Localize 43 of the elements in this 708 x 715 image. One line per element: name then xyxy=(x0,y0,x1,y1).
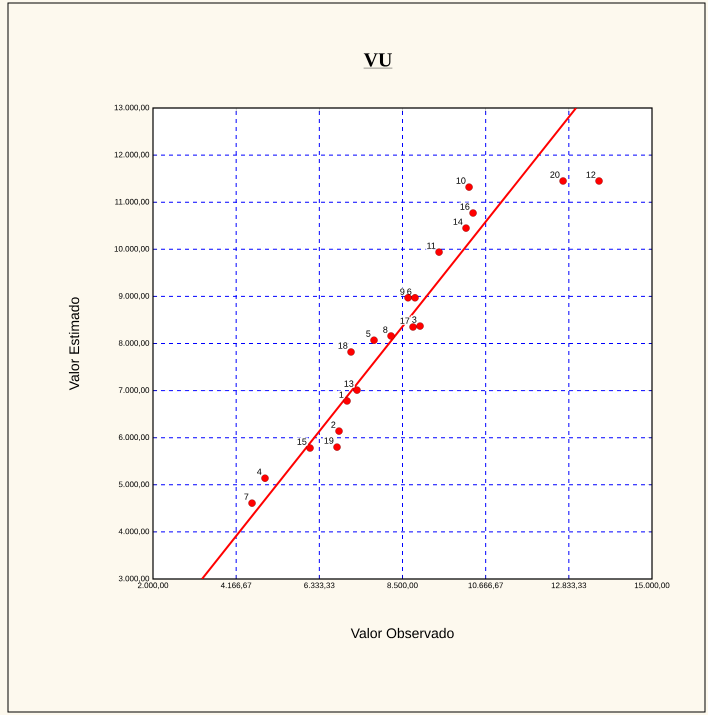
annotation: 8 xyxy=(383,326,388,333)
point xyxy=(248,499,256,507)
annotation: 7 xyxy=(244,494,248,500)
annotation: 12 xyxy=(586,172,596,178)
point xyxy=(435,248,443,256)
annotation: 13 xyxy=(344,380,354,387)
annotation: 6 xyxy=(407,288,412,295)
annotation: 11 xyxy=(427,242,436,249)
annotation: 2 xyxy=(331,422,336,428)
annotation: 14 xyxy=(454,218,463,225)
point xyxy=(347,348,355,356)
point xyxy=(306,444,314,452)
point xyxy=(595,177,603,185)
point xyxy=(404,294,412,302)
annotation: 10 xyxy=(456,177,466,184)
annotation: 1 xyxy=(340,392,344,398)
point xyxy=(559,177,567,185)
point xyxy=(343,397,351,405)
point xyxy=(353,386,361,394)
point xyxy=(335,427,343,435)
chart-title: VU xyxy=(364,53,392,67)
annotation: 3 xyxy=(412,316,416,323)
point xyxy=(261,474,269,482)
annotation: 5 xyxy=(366,330,370,337)
x-axis-title: Valor Observado xyxy=(350,628,454,638)
point xyxy=(469,209,477,217)
point xyxy=(409,323,417,331)
annotation: 15 xyxy=(298,438,306,445)
annotation: 19 xyxy=(324,437,334,444)
annotation: 20 xyxy=(550,171,560,178)
annotation: 18 xyxy=(338,342,348,349)
annotation: 16 xyxy=(460,203,470,210)
annotation: 4 xyxy=(257,468,262,475)
annotation: 9 xyxy=(400,288,404,295)
point xyxy=(411,294,419,302)
point xyxy=(387,332,395,340)
annotation: 17 xyxy=(400,318,410,324)
point xyxy=(416,322,424,330)
point xyxy=(465,183,473,191)
point xyxy=(462,224,470,232)
point xyxy=(333,443,341,451)
point xyxy=(370,336,378,344)
y-axis-title: Valor Estimado xyxy=(68,297,80,390)
